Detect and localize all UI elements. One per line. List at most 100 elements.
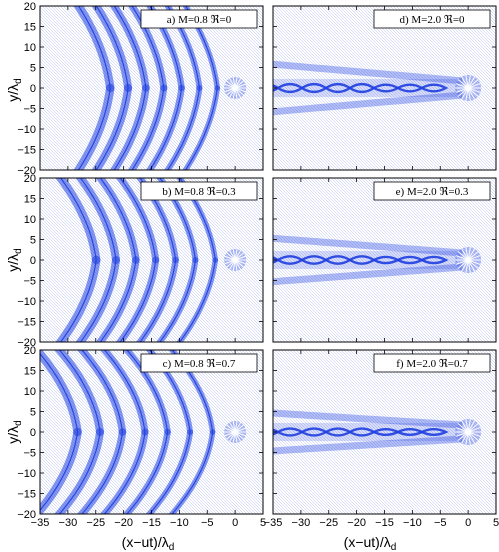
x-tick-label: −5: [434, 517, 447, 529]
wave-crest-core: [95, 87, 129, 170]
x-tick-label: −10: [403, 517, 422, 529]
source-ray: [467, 420, 476, 433]
source-ray: [461, 420, 469, 433]
source-ray: [465, 87, 469, 101]
x-axis-label-left: (x−ut)/λd: [122, 534, 175, 552]
wake-lobe: [273, 428, 281, 436]
panel-label: d) M=2.0 ℜ=0: [399, 14, 465, 26]
wake-envelope: [273, 91, 463, 116]
panel-label-box: [373, 181, 491, 201]
source-ray: [467, 431, 481, 437]
wake-lobe: [395, 427, 425, 437]
x-tick-label: 5: [493, 517, 499, 529]
y-tick-label: −15: [17, 489, 36, 501]
source-ray: [467, 87, 476, 100]
source-ray: [457, 87, 469, 97]
source-ray: [467, 419, 471, 433]
source-ray: [467, 259, 476, 272]
y-tick-label: 15: [24, 366, 36, 378]
wake-lobe: [323, 427, 353, 437]
wave-crest-core: [139, 178, 177, 261]
y-tick-label: 20: [24, 1, 36, 13]
source-ray: [465, 419, 469, 433]
x-tick-label: −10: [170, 517, 189, 529]
source-ray: [467, 251, 479, 261]
wave-field: [273, 6, 496, 170]
x-tick-label: −20: [347, 517, 366, 529]
source-ray: [461, 259, 469, 272]
y-tick-label: 15: [24, 22, 36, 34]
source-point: [466, 86, 471, 90]
wake-lobe: [371, 83, 401, 93]
wave-crest-core: [99, 259, 137, 342]
panel-f: −35 −30 −25 −20 −15 −10 −5 0 5 f) M=2.0 ℜ=0.7: [264, 349, 499, 529]
source-ray: [467, 87, 481, 93]
wake-envelope: [273, 435, 463, 455]
wave-crest-core: [81, 350, 124, 433]
axis-labels: (x−ut)/λd (x−ut)/λd y/λd y/λd y/λd: [5, 78, 396, 552]
wake-lobe: [371, 427, 401, 437]
x-tick-label: 0: [465, 517, 471, 529]
source-ray: [467, 79, 479, 89]
source-point: [233, 430, 238, 434]
wake-lobe: [347, 255, 377, 265]
source-ray: [457, 259, 469, 269]
wake-lobe: [299, 82, 329, 94]
y-tick-label: −15: [17, 145, 36, 157]
wave-crest-core: [126, 431, 169, 514]
wave-crest-core: [77, 6, 111, 89]
wave-crest-core: [171, 431, 214, 514]
wake-lobe: [275, 82, 305, 94]
panel-e: −35 −30 −25 −20 −15 −10 −5 0 5 20 15 10 5 0 −5 −10 −15 −2…: [17, 345, 266, 529]
wake-band: [273, 422, 457, 442]
source-ray: [465, 75, 469, 89]
wake-lobe: [347, 82, 377, 94]
wake-lobe: [419, 255, 449, 265]
wave-crest-core: [119, 178, 157, 261]
source-ray: [465, 259, 469, 273]
wave-crest-core: [40, 431, 79, 512]
y-tick-label: −5: [23, 104, 36, 116]
y-tick-label: 0: [30, 83, 36, 95]
x-tick-label: −35: [264, 517, 283, 529]
panel-label: b) M=0.8 ℜ=0.3: [162, 186, 236, 198]
source-ray: [467, 75, 471, 89]
wave-crest-core: [184, 87, 218, 170]
wave-crest-core: [166, 6, 200, 89]
panel-d: e) M=2.0 ℜ=0.3: [272, 177, 497, 343]
wake-lobe: [395, 255, 425, 265]
y-tick-label: −5: [23, 448, 36, 460]
x-axis-label-right: (x−ut)/λd: [344, 534, 397, 552]
source-ray: [465, 431, 469, 445]
panel-label-box: [140, 181, 258, 201]
source-point: [233, 258, 238, 262]
wave-crest-core: [79, 259, 117, 342]
x-tick-label: −35: [31, 517, 50, 529]
source-ray: [455, 255, 469, 261]
panel-c: 20 15 10 5 0 −5 −10 −15 −20 b) M=0.8 ℜ=0.3: [17, 173, 264, 349]
wave-crest-core: [59, 259, 97, 342]
source-ray: [457, 423, 469, 433]
source-ray: [455, 427, 469, 433]
x-tick-label: −15: [142, 517, 161, 529]
panel-label: c) M=0.8 ℜ=0.7: [163, 358, 236, 370]
y-tick-label: −15: [17, 317, 36, 329]
source-ray: [461, 431, 469, 444]
wake-lobe: [273, 256, 281, 264]
wave-crest-core: [148, 431, 191, 514]
wave-crest-core: [166, 87, 200, 170]
wake-envelope: [273, 234, 463, 257]
y-tick-label: 5: [30, 63, 36, 75]
y-tick-label: 5: [30, 235, 36, 247]
source-ray: [467, 255, 481, 261]
panel-label-box: [140, 9, 258, 29]
source-point: [466, 430, 471, 434]
source-ray: [461, 248, 469, 261]
source-ray: [455, 83, 469, 89]
wake-lobe: [273, 84, 281, 92]
y-tick-label: 20: [24, 173, 36, 185]
source-ray: [457, 251, 469, 261]
y-tick-label: 0: [30, 255, 36, 267]
wave-crest-core: [58, 350, 101, 433]
